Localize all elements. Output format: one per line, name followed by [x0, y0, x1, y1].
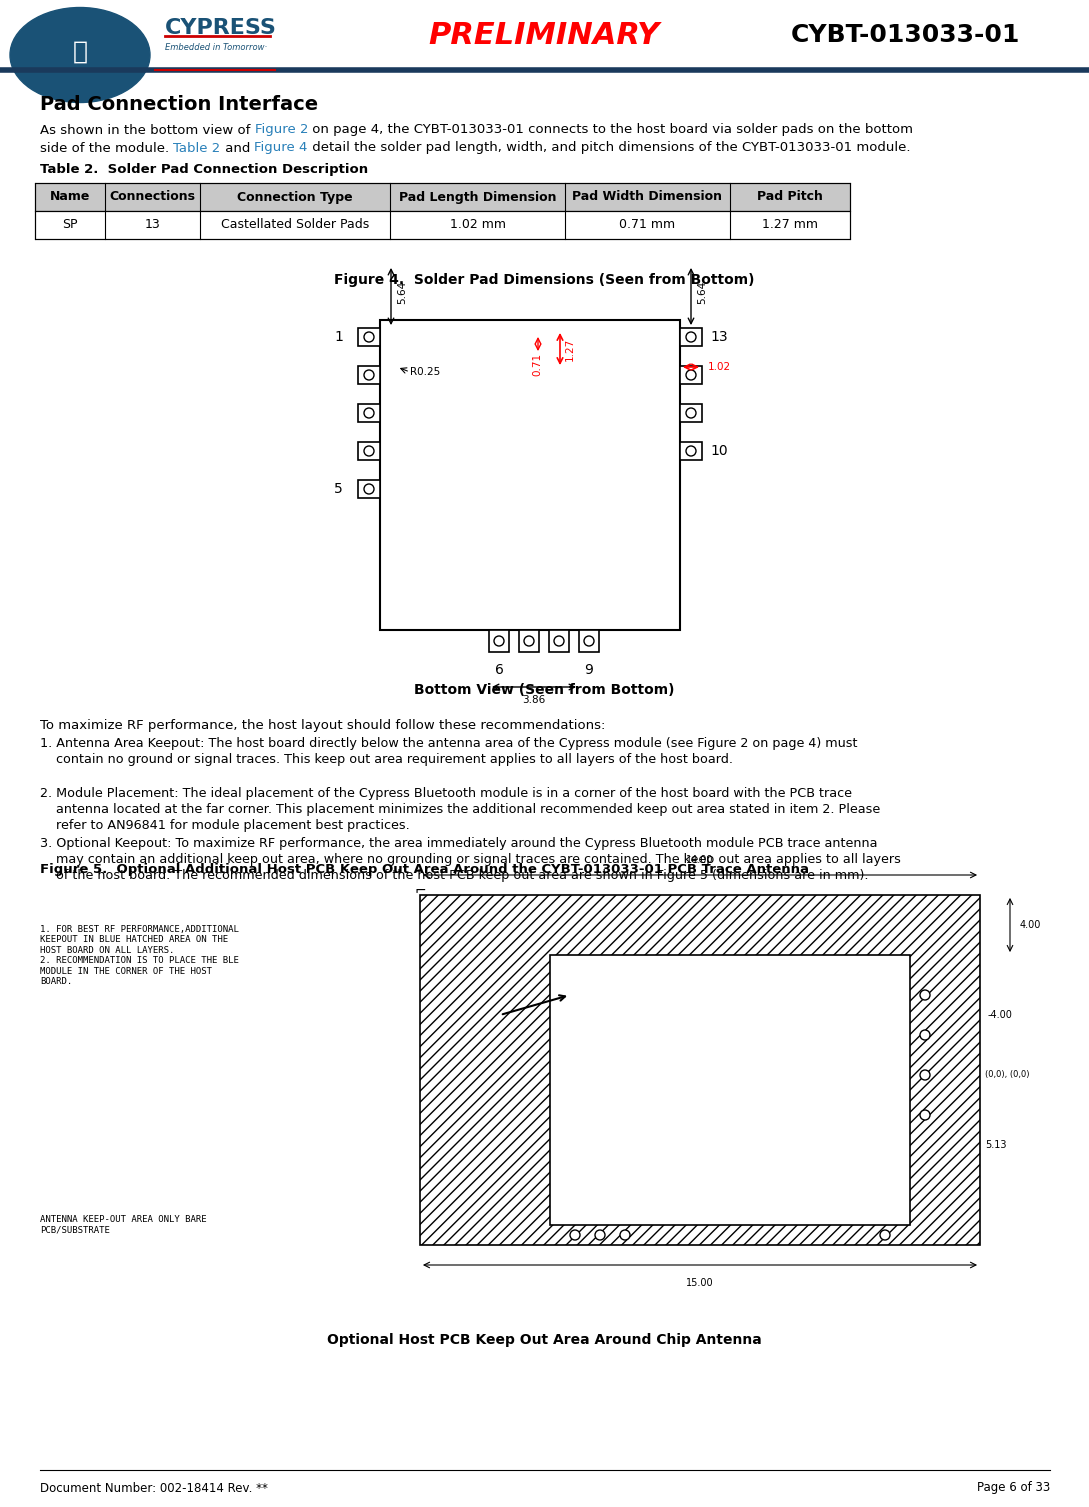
Text: Table 2: Table 2 — [173, 142, 221, 155]
Text: SP: SP — [62, 219, 77, 232]
Text: (0,0), (0,0): (0,0), (0,0) — [984, 1070, 1029, 1079]
Text: Castellated Solder Pads: Castellated Solder Pads — [221, 219, 369, 232]
Text: 1.27 mm: 1.27 mm — [762, 219, 818, 232]
Text: 1.02: 1.02 — [708, 362, 731, 372]
Text: refer to AN96841 for module placement best practices.: refer to AN96841 for module placement be… — [40, 818, 409, 832]
Text: 3. Optional Keepout: To maximize RF performance, the area immediately around the: 3. Optional Keepout: To maximize RF perf… — [40, 836, 878, 850]
Text: 1. FOR BEST RF PERFORMANCE,ADDITIONAL
KEEPOUT IN BLUE HATCHED AREA ON THE
HOST B: 1. FOR BEST RF PERFORMANCE,ADDITIONAL KE… — [40, 925, 238, 986]
Text: Bottom View (Seen from Bottom): Bottom View (Seen from Bottom) — [414, 683, 674, 698]
Bar — [680, 329, 702, 347]
Text: R0.25: R0.25 — [409, 368, 440, 377]
Text: 13: 13 — [145, 219, 160, 232]
Text: 1.02 mm: 1.02 mm — [450, 219, 505, 232]
Text: 4.00: 4.00 — [1020, 919, 1041, 930]
Text: 3.86: 3.86 — [523, 695, 546, 705]
Text: 5: 5 — [334, 482, 343, 496]
Text: Pad Pitch: Pad Pitch — [757, 190, 823, 203]
Text: 1: 1 — [334, 330, 343, 344]
Bar — [358, 329, 380, 347]
Text: PRELIMINARY: PRELIMINARY — [428, 21, 660, 50]
Text: CYBT-013033-01: CYBT-013033-01 — [791, 23, 1020, 47]
Text: Figure 4: Figure 4 — [254, 142, 307, 155]
Circle shape — [920, 1111, 930, 1120]
Text: and: and — [221, 142, 254, 155]
Text: 0.71: 0.71 — [533, 353, 542, 375]
Bar — [358, 404, 380, 422]
Text: As shown in the bottom view of: As shown in the bottom view of — [40, 124, 255, 137]
Text: Pad Width Dimension: Pad Width Dimension — [573, 190, 722, 203]
Text: Connections: Connections — [110, 190, 196, 203]
Bar — [680, 442, 702, 460]
Bar — [35, 182, 851, 211]
Text: 1.27: 1.27 — [565, 338, 575, 360]
Text: 15.00: 15.00 — [686, 1278, 713, 1288]
Circle shape — [570, 1230, 580, 1240]
Circle shape — [595, 1230, 605, 1240]
Text: antenna located at the far corner. This placement minimizes the additional recom: antenna located at the far corner. This … — [40, 803, 880, 815]
Bar — [35, 211, 851, 240]
Text: detail the solder pad length, width, and pitch dimensions of the CYBT-013033-01 : detail the solder pad length, width, and… — [307, 142, 910, 155]
Bar — [519, 630, 539, 653]
Text: side of the module.: side of the module. — [40, 142, 173, 155]
Text: Connection Type: Connection Type — [237, 190, 353, 203]
Circle shape — [920, 1070, 930, 1081]
Circle shape — [880, 1230, 890, 1240]
Text: Pad Length Dimension: Pad Length Dimension — [399, 190, 556, 203]
Circle shape — [920, 1029, 930, 1040]
Text: ANTENNA KEEP-OUT AREA ONLY BARE
PCB/SUBSTRATE: ANTENNA KEEP-OUT AREA ONLY BARE PCB/SUBS… — [40, 1215, 207, 1234]
Text: 10: 10 — [710, 445, 727, 458]
Ellipse shape — [10, 8, 150, 102]
Text: 0.71 mm: 0.71 mm — [620, 219, 675, 232]
Bar — [358, 442, 380, 460]
Text: Document Number: 002-18414 Rev. **: Document Number: 002-18414 Rev. ** — [40, 1481, 268, 1495]
Text: on page 4, the CYBT-013033-01 connects to the host board via solder pads on the : on page 4, the CYBT-013033-01 connects t… — [308, 124, 913, 137]
Bar — [579, 630, 599, 653]
Text: 2. Module Placement: The ideal placement of the Cypress Bluetooth module is in a: 2. Module Placement: The ideal placement… — [40, 787, 852, 800]
Text: Page 6 of 33: Page 6 of 33 — [977, 1481, 1050, 1495]
Circle shape — [620, 1230, 631, 1240]
Text: Optional Host PCB Keep Out Area Around Chip Antenna: Optional Host PCB Keep Out Area Around C… — [327, 1334, 761, 1347]
Text: 14.00: 14.00 — [686, 854, 713, 865]
Text: Pad Connection Interface: Pad Connection Interface — [40, 95, 318, 115]
Circle shape — [920, 990, 930, 1001]
Text: 🌳: 🌳 — [73, 41, 87, 63]
Bar — [680, 366, 702, 384]
Text: ⌐: ⌐ — [415, 883, 427, 897]
Text: Name: Name — [50, 190, 90, 203]
Text: -4.00: -4.00 — [988, 1010, 1013, 1020]
Text: 13: 13 — [710, 330, 727, 344]
Bar — [358, 481, 380, 497]
Bar — [550, 955, 910, 1225]
Text: Figure 5.  Optional Additional Host PCB Keep Out Area Around the CYBT-013033-01 : Figure 5. Optional Additional Host PCB K… — [40, 864, 809, 877]
Bar — [420, 895, 980, 1245]
Bar — [549, 630, 568, 653]
Text: 5.13: 5.13 — [984, 1139, 1006, 1150]
Text: 1. Antenna Area Keepout: The host board directly below the antenna area of the C: 1. Antenna Area Keepout: The host board … — [40, 737, 857, 749]
Text: 9: 9 — [585, 663, 594, 677]
Text: 6: 6 — [494, 663, 503, 677]
Bar — [380, 319, 680, 630]
Bar — [358, 366, 380, 384]
Text: To maximize RF performance, the host layout should follow these recommendations:: To maximize RF performance, the host lay… — [40, 719, 605, 731]
Text: contain no ground or signal traces. This keep out area requirement applies to al: contain no ground or signal traces. This… — [40, 752, 733, 766]
Text: may contain an additional keep out area, where no grounding or signal traces are: may contain an additional keep out area,… — [40, 853, 901, 865]
Text: 5.64: 5.64 — [397, 280, 407, 303]
Text: Figure 4.  Solder Pad Dimensions (Seen from Bottom): Figure 4. Solder Pad Dimensions (Seen fr… — [333, 273, 755, 286]
Text: CYPRESS: CYPRESS — [166, 18, 277, 38]
Text: 5.64: 5.64 — [697, 280, 707, 303]
Bar — [680, 404, 702, 422]
Bar — [489, 630, 509, 653]
Text: Figure 2: Figure 2 — [255, 124, 308, 137]
Text: of the host board. The recommended dimensions of the host PCB keep out area are : of the host board. The recommended dimen… — [40, 868, 869, 882]
Text: Embedded in Tomorrow·: Embedded in Tomorrow· — [166, 44, 267, 53]
Text: Table 2.  Solder Pad Connection Description: Table 2. Solder Pad Connection Descripti… — [40, 163, 368, 176]
